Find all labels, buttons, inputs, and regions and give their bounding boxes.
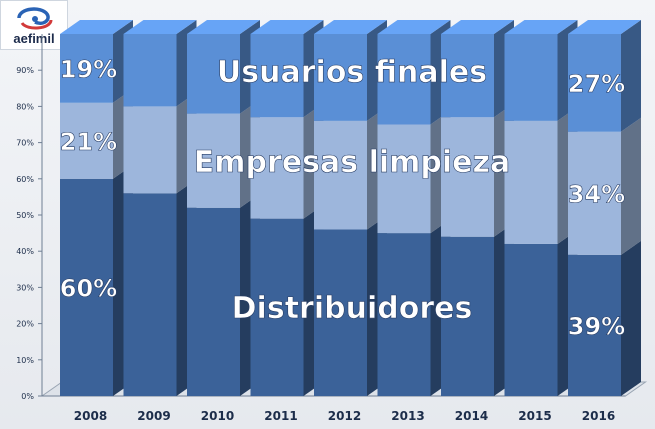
y-tick-label: 30% <box>16 283 34 292</box>
aefimil-swirl-logo-icon <box>17 7 53 30</box>
bar-segment <box>314 34 367 121</box>
x-tick-label: 2012 <box>328 409 361 423</box>
bar-segment-side <box>621 117 641 255</box>
bar-segment <box>123 106 177 194</box>
x-tick-label: 2009 <box>137 409 170 423</box>
y-tick-label: 20% <box>16 320 34 329</box>
data-label: 39% <box>568 312 625 340</box>
bar-segment <box>377 233 431 396</box>
x-tick-label: 2014 <box>455 409 488 423</box>
series-label: Distribuidores <box>232 291 473 326</box>
bar-segment-top <box>504 20 578 34</box>
bar-segment <box>441 34 494 118</box>
x-tick-label: 2016 <box>582 409 615 423</box>
x-tick-label: 2013 <box>391 409 424 423</box>
x-tick-label: 2015 <box>518 409 551 423</box>
bar-segment-top <box>314 20 387 34</box>
bar-segment <box>123 193 177 396</box>
bar-segment-top <box>187 20 260 34</box>
bar-segment <box>568 34 621 132</box>
bar-segment <box>441 236 494 396</box>
bar-segment <box>60 102 113 179</box>
y-tick-label: 80% <box>16 102 34 111</box>
bar-segment-top <box>441 20 514 34</box>
y-tick-label: 60% <box>16 175 34 184</box>
bar-segment <box>504 120 558 244</box>
bar-segment <box>187 113 240 208</box>
data-label: 60% <box>60 274 117 302</box>
bar-segment <box>60 34 113 103</box>
bar-segment <box>568 254 621 396</box>
bar-segment <box>377 34 431 125</box>
series-label: Empresas limpieza <box>194 145 510 180</box>
x-tick-label: 2010 <box>201 409 234 423</box>
bar-segment <box>250 34 304 118</box>
data-label: 27% <box>568 70 625 98</box>
bar-segment <box>250 117 304 219</box>
bar-segment-top <box>123 20 197 34</box>
x-tick-label: 2008 <box>74 409 107 423</box>
bar-segment <box>187 34 240 114</box>
y-tick-label: 50% <box>16 211 34 220</box>
bar-segment <box>441 117 494 237</box>
bar-segment <box>123 34 177 107</box>
logo: aefimil <box>0 0 68 50</box>
x-tick-label: 2011 <box>264 409 297 423</box>
bar-segment <box>377 124 431 234</box>
bar-segment <box>504 243 558 396</box>
data-label: 19% <box>60 55 117 83</box>
bar-segment-top <box>250 20 324 34</box>
data-label: 21% <box>60 128 117 156</box>
bar-segment-top <box>60 20 133 34</box>
y-tick-label: 70% <box>16 139 34 148</box>
bar-segment-side <box>621 20 641 132</box>
y-tick-label: 40% <box>16 247 34 256</box>
bar-segment-top <box>568 20 641 34</box>
bar-segment-side <box>621 240 641 396</box>
y-tick-label: 0% <box>21 392 34 401</box>
bar-segment <box>250 218 304 396</box>
series-label: Usuarios finales <box>217 55 487 90</box>
data-label: 34% <box>568 180 625 208</box>
bar-segment <box>60 178 113 396</box>
bar-segment <box>504 34 558 121</box>
bar-segment <box>568 131 621 255</box>
y-tick-label: 90% <box>16 66 34 75</box>
bar-segment-top <box>377 20 451 34</box>
bar-segment <box>187 207 240 396</box>
logo-text: aefimil <box>13 31 55 46</box>
y-tick-label: 10% <box>16 356 34 365</box>
bar-segment <box>314 229 367 396</box>
bar-segment <box>314 120 367 230</box>
